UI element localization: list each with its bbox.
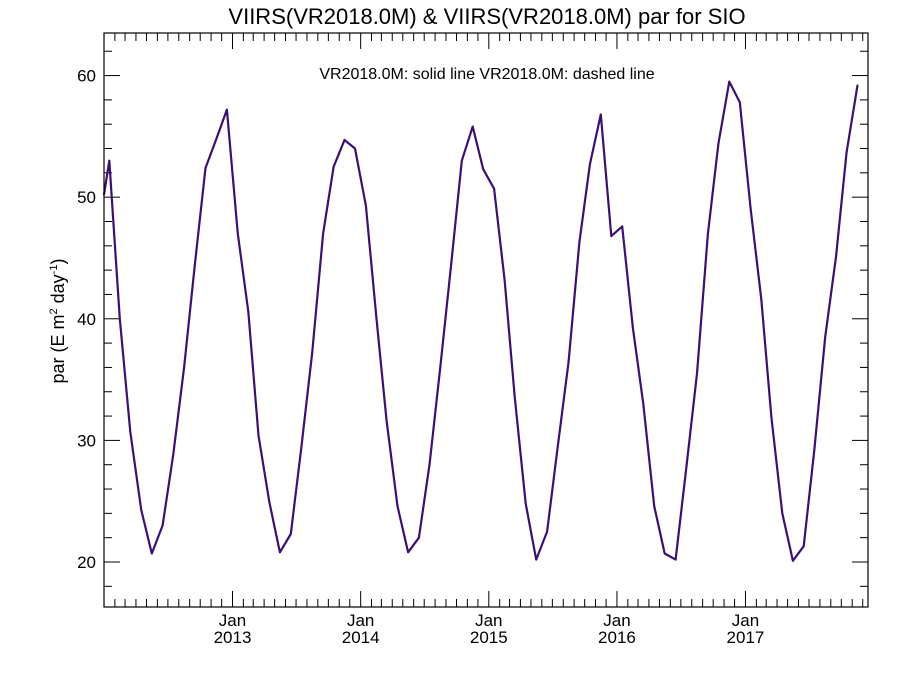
data-point bbox=[546, 530, 548, 533]
data-point bbox=[728, 80, 731, 83]
data-point bbox=[300, 446, 303, 449]
data-point bbox=[717, 142, 720, 145]
data-point bbox=[760, 298, 763, 301]
data-point bbox=[824, 336, 827, 338]
data-point bbox=[439, 365, 442, 368]
data-point bbox=[385, 420, 388, 422]
line-style-annotation: VR2018.0M: solid line VR2018.0M: dashed … bbox=[319, 66, 654, 83]
data-point bbox=[802, 545, 805, 548]
data-point bbox=[365, 204, 367, 207]
x-tick-label-year: 2014 bbox=[342, 628, 380, 647]
data-point bbox=[257, 434, 260, 437]
data-point bbox=[610, 235, 613, 238]
data-point bbox=[738, 101, 741, 104]
data-point bbox=[696, 372, 698, 375]
data-point bbox=[322, 232, 324, 235]
y-tick-label: 60 bbox=[77, 67, 96, 86]
data-point bbox=[631, 326, 634, 329]
data-point bbox=[407, 551, 409, 554]
y-axis-label-sup-1: 2 bbox=[48, 308, 60, 314]
x-tick-label-year: 2017 bbox=[727, 628, 765, 647]
data-point bbox=[781, 512, 784, 515]
data-point bbox=[770, 416, 773, 419]
y-tick-label: 20 bbox=[77, 553, 96, 572]
data-point bbox=[194, 263, 196, 265]
data-point bbox=[524, 502, 527, 505]
x-tick-label-month: Jan bbox=[347, 611, 374, 630]
x-tick-label-year: 2013 bbox=[214, 628, 252, 647]
y-axis-label-suffix: ) bbox=[48, 259, 68, 265]
x-tick-label-month: Jan bbox=[475, 611, 502, 630]
data-point bbox=[567, 361, 570, 364]
data-point bbox=[343, 139, 346, 141]
data-point bbox=[599, 113, 602, 116]
y-axis-label: par (E m2 day-1) bbox=[48, 259, 68, 384]
data-point bbox=[792, 559, 794, 562]
data-point bbox=[674, 558, 677, 561]
data-point bbox=[247, 310, 250, 313]
x-tick-label-month: Jan bbox=[732, 611, 759, 630]
data-point bbox=[418, 536, 420, 539]
plot-frame bbox=[103, 32, 869, 608]
data-point bbox=[556, 446, 559, 449]
data-point bbox=[482, 168, 485, 171]
y-axis-label-middle: day bbox=[48, 274, 68, 308]
series-layer bbox=[102, 80, 859, 562]
data-point bbox=[749, 208, 752, 211]
data-point bbox=[835, 255, 837, 258]
data-point bbox=[161, 524, 164, 527]
data-point bbox=[450, 263, 453, 265]
axes: 2030405060Jan2013Jan2014Jan2015Jan2016Ja… bbox=[77, 33, 868, 647]
data-point bbox=[375, 317, 378, 320]
data-point bbox=[493, 187, 495, 190]
data-point bbox=[118, 317, 121, 320]
data-point bbox=[503, 279, 506, 281]
data-point bbox=[578, 241, 581, 244]
y-axis-label-sup-2: -1 bbox=[48, 265, 60, 275]
x-tick-label-month: Jan bbox=[603, 611, 630, 630]
data-point bbox=[813, 449, 816, 451]
data-point bbox=[663, 552, 666, 555]
par-series-line bbox=[102, 80, 859, 562]
chart-title: VIIRS(VR2018.0M) & VIIRS(VR2018.0M) par … bbox=[228, 4, 745, 29]
data-point bbox=[513, 396, 516, 399]
data-point bbox=[215, 137, 218, 140]
data-point bbox=[845, 151, 848, 154]
data-point bbox=[428, 463, 431, 466]
data-point bbox=[279, 551, 281, 554]
y-tick-label: 40 bbox=[77, 310, 96, 329]
data-point bbox=[685, 468, 687, 471]
data-point bbox=[354, 147, 356, 150]
data-point bbox=[172, 454, 175, 456]
data-point bbox=[535, 558, 538, 561]
data-point bbox=[621, 225, 624, 228]
data-point bbox=[707, 232, 709, 235]
data-point bbox=[140, 508, 143, 511]
x-tick-label-month: Jan bbox=[219, 611, 246, 630]
data-point bbox=[289, 533, 292, 535]
data-point bbox=[856, 84, 859, 87]
data-point bbox=[236, 232, 239, 235]
data-point bbox=[150, 552, 153, 555]
data-point bbox=[226, 108, 228, 111]
data-point bbox=[642, 403, 645, 405]
x-tick-label-year: 2015 bbox=[470, 628, 508, 647]
data-point bbox=[653, 505, 656, 507]
data-point bbox=[204, 167, 207, 169]
data-point bbox=[268, 501, 271, 504]
x-tick-label-year: 2016 bbox=[598, 628, 636, 647]
data-point bbox=[589, 163, 591, 166]
data-point bbox=[311, 351, 314, 354]
data-point bbox=[332, 165, 335, 168]
y-axis-label-prefix: par (E m bbox=[48, 314, 68, 383]
data-point bbox=[129, 431, 132, 433]
data-point bbox=[183, 366, 186, 369]
data-point bbox=[396, 505, 399, 507]
y-tick-label: 30 bbox=[77, 431, 96, 450]
data-point bbox=[460, 159, 463, 162]
data-point bbox=[471, 125, 474, 128]
y-tick-label: 50 bbox=[77, 188, 96, 207]
data-point bbox=[108, 159, 111, 162]
